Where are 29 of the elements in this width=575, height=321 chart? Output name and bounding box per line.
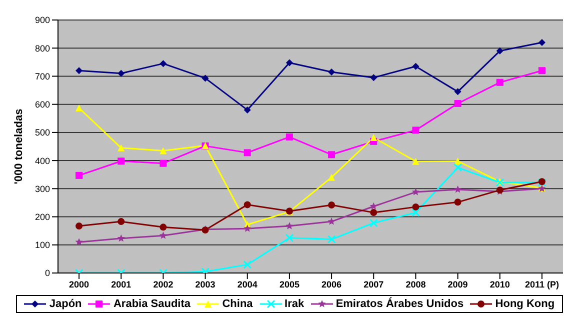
x-tick-label: 2001 [111, 279, 132, 290]
y-tick-label: 900 [34, 15, 50, 26]
legend-label: Japón [48, 298, 82, 310]
y-tick-label: 400 [34, 156, 50, 166]
x-tick-label: 2003 [195, 279, 216, 290]
y-tick-label: 600 [34, 100, 50, 110]
legend-label: Arabia Saudita [112, 298, 191, 310]
legend-label: Emiratos Árabes Unidos [334, 298, 464, 310]
x-tick-label: 2008 [406, 279, 426, 290]
x-tick-label: 2011 (P) [524, 279, 559, 290]
y-tick-label: 100 [34, 240, 50, 250]
y-tick-label: 500 [34, 128, 50, 138]
x-tick-label: 2005 [279, 279, 300, 290]
x-tick-label: 2009 [448, 279, 468, 290]
y-axis-title: '000 toneladas [12, 108, 25, 184]
y-tick-label: 200 [34, 212, 50, 222]
y-tick-label: 800 [34, 43, 50, 54]
x-tick-label: 2000 [69, 279, 90, 290]
legend-label: Hong Kong [494, 298, 555, 310]
x-tick-label: 2004 [237, 279, 258, 290]
y-tick-label: 700 [34, 71, 50, 82]
y-tick-label: 300 [34, 184, 50, 194]
legend-label: Irak [284, 298, 304, 310]
x-tick-label: 2010 [490, 279, 510, 290]
x-tick-label: 2007 [364, 279, 384, 290]
y-tick-label: 0 [44, 268, 50, 278]
legend-label: China [221, 298, 253, 310]
x-tick-label: 2002 [153, 279, 174, 290]
x-tick-label: 2006 [322, 279, 342, 290]
